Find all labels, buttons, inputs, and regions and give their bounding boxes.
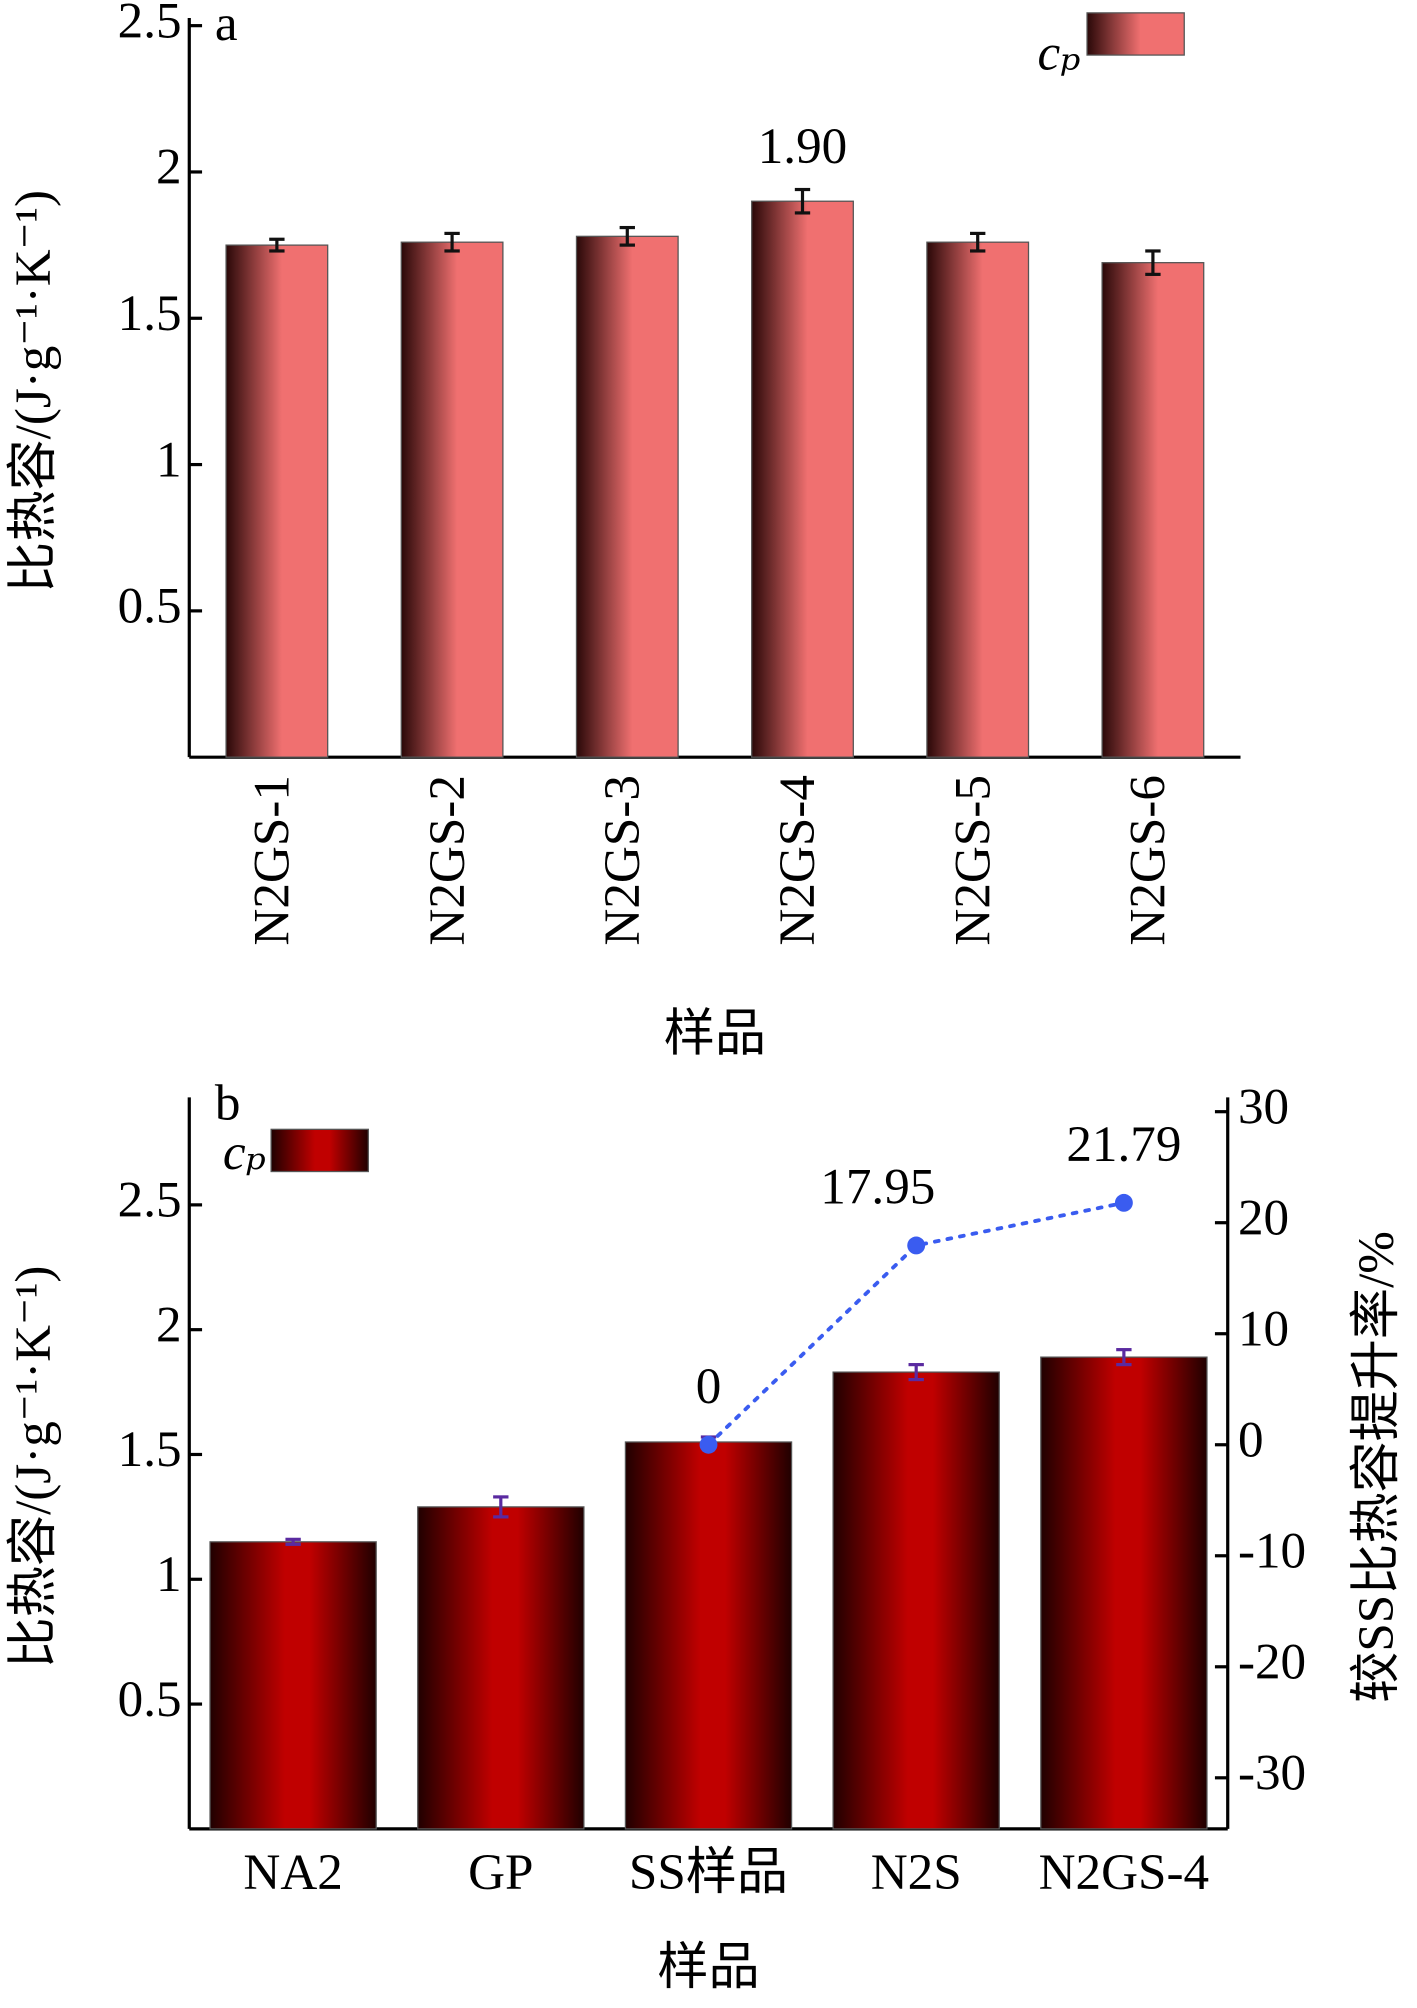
data-label: 17.95	[820, 1158, 935, 1215]
bar	[751, 200, 854, 758]
data-label: 0	[696, 1358, 722, 1415]
bar	[832, 1371, 1000, 1830]
y-tick-label: 1	[156, 431, 182, 488]
bar	[1040, 1356, 1208, 1830]
x-tick-label: N2GS-4	[1039, 1844, 1209, 1901]
x-tick-label: NA2	[243, 1844, 342, 1901]
bar	[926, 241, 1030, 758]
y-axis-label: 比热容/(J·g⁻¹·K⁻¹)	[5, 190, 62, 593]
y2-tick-label: 20	[1238, 1189, 1289, 1246]
data-label: 1.90	[758, 118, 848, 175]
y2-tick-label: 10	[1238, 1300, 1289, 1357]
y-tick-label: 0.5	[118, 1671, 182, 1728]
bar	[1101, 262, 1205, 758]
y2-tick-label: -10	[1238, 1523, 1306, 1580]
y-tick-label: 1.5	[118, 1421, 182, 1478]
panel-label: b	[215, 1074, 241, 1131]
x-tick-label: GP	[468, 1844, 533, 1901]
bar	[417, 1506, 585, 1830]
x-tick-label: N2S	[871, 1844, 962, 1901]
x-tick-label: N2GS-3	[594, 775, 651, 945]
point	[699, 1435, 718, 1454]
bar	[575, 235, 679, 758]
legend-label: cₚ	[1037, 24, 1080, 81]
y2-tick-label: -20	[1238, 1634, 1306, 1691]
bar	[225, 244, 329, 758]
y-axis-label: 比热容/(J·g⁻¹·K⁻¹)	[5, 1266, 62, 1669]
y2-tick-label: 30	[1238, 1078, 1289, 1135]
panel-label: a	[215, 0, 238, 52]
legend-swatch	[270, 1128, 369, 1173]
legend-label: cₚ	[223, 1124, 266, 1181]
y-tick-label: 1	[156, 1546, 182, 1603]
point	[907, 1236, 926, 1255]
data-label: 21.79	[1066, 1116, 1181, 1173]
y-tick-label: 2.5	[118, 1172, 182, 1229]
y2-axis-label: 较SS比热容提升率/%	[1348, 1231, 1405, 1703]
legend-swatch	[1086, 12, 1185, 56]
x-axis-label: 样品	[657, 1939, 759, 1996]
x-tick-label: N2GS-4	[769, 775, 826, 945]
y-tick-label: 1.5	[118, 285, 182, 342]
point	[1114, 1193, 1133, 1212]
y-tick-label: 0.5	[118, 578, 182, 635]
x-axis-label: 样品	[664, 1005, 766, 1062]
y-tick-label: 2	[156, 1296, 182, 1353]
bar	[624, 1441, 793, 1830]
y-tick-label: 2	[156, 139, 182, 196]
y2-tick-label: -30	[1238, 1745, 1306, 1802]
x-tick-label: N2GS-1	[244, 775, 301, 945]
y-tick-label: 2.5	[118, 0, 182, 49]
x-tick-label: N2GS-6	[1120, 775, 1177, 945]
y2-tick-label: 0	[1238, 1411, 1264, 1468]
x-tick-label: N2GS-5	[944, 775, 1001, 945]
x-tick-label: SS样品	[629, 1844, 788, 1901]
x-tick-label: N2GS-2	[419, 775, 476, 945]
bar	[209, 1541, 377, 1830]
bar	[400, 241, 504, 758]
